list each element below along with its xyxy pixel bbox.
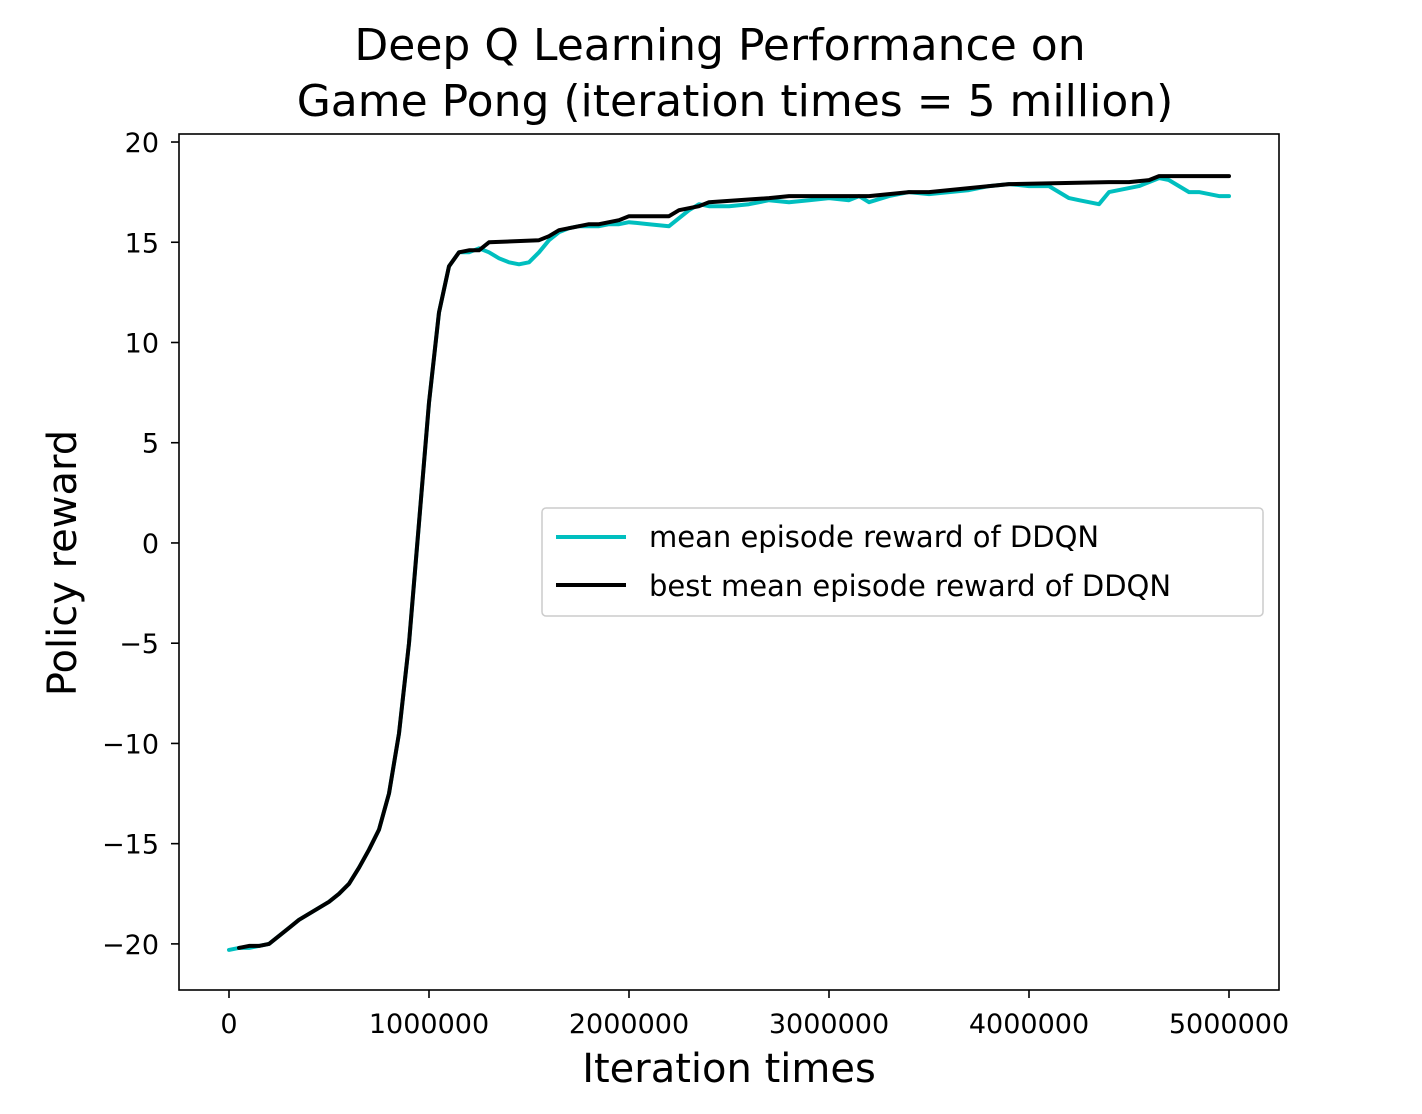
- legend-box: [541, 507, 1264, 617]
- x-tick-label: 1000000: [369, 1009, 489, 1040]
- y-tick-label: 15: [125, 228, 159, 259]
- y-tick-label: 10: [125, 328, 159, 359]
- chart-title-line-2: Game Pong (iteration times = 5 million): [297, 76, 1174, 127]
- series-layer: [227, 174, 1231, 952]
- legend-label-best-mean-reward: best mean episode reward of DDQN: [649, 569, 1171, 603]
- plot-frame: [178, 133, 1280, 991]
- x-tick-label: 3000000: [769, 1009, 889, 1040]
- y-tick-label: 5: [142, 429, 159, 460]
- x-tick-label: 5000000: [1169, 1009, 1289, 1040]
- y-axis-ticks: −20 −15 −10 −5 0 5 10 15 20: [102, 128, 179, 961]
- y-tick-label: −5: [119, 629, 159, 660]
- y-axis-label: Policy reward: [40, 430, 86, 696]
- x-tick-label: 0: [220, 1009, 237, 1040]
- y-tick-label: −20: [102, 930, 159, 961]
- x-axis-ticks: 0 1000000 2000000 3000000 4000000 5000000: [220, 990, 1289, 1040]
- y-tick-label: 0: [142, 529, 159, 560]
- series-line-best-mean-reward: [237, 174, 1231, 950]
- x-axis-label: Iteration times: [582, 1046, 876, 1092]
- y-tick-label: 20: [125, 128, 159, 159]
- x-tick-label: 4000000: [969, 1009, 1089, 1040]
- legend: mean episode reward of DDQN best mean ep…: [541, 507, 1264, 617]
- chart-title-line-1: Deep Q Learning Performance on: [354, 20, 1085, 71]
- y-tick-label: −15: [102, 830, 159, 861]
- legend-label-mean-reward: mean episode reward of DDQN: [649, 520, 1099, 554]
- y-tick-label: −10: [102, 729, 159, 760]
- x-tick-label: 2000000: [569, 1009, 689, 1040]
